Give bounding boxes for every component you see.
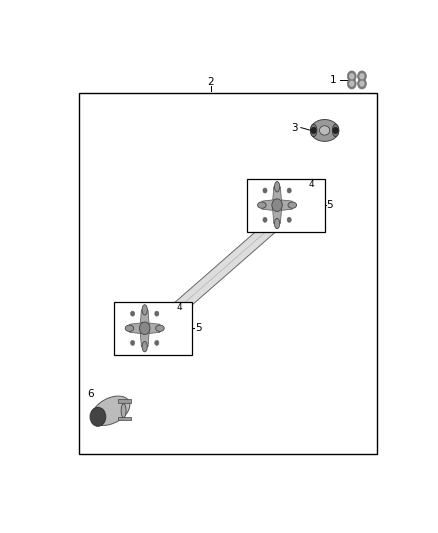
Text: 6: 6 (87, 389, 94, 399)
Circle shape (357, 78, 366, 89)
Circle shape (155, 341, 159, 345)
Text: 5: 5 (195, 323, 201, 333)
Ellipse shape (258, 202, 266, 208)
Text: 1: 1 (330, 75, 336, 85)
Ellipse shape (311, 119, 339, 141)
Circle shape (360, 74, 364, 79)
Polygon shape (289, 213, 297, 223)
Ellipse shape (319, 126, 330, 135)
Bar (247, 179, 325, 232)
Circle shape (311, 127, 316, 133)
Ellipse shape (90, 407, 106, 426)
Circle shape (333, 127, 338, 133)
Circle shape (151, 324, 159, 333)
Polygon shape (157, 329, 166, 339)
Ellipse shape (311, 124, 317, 136)
Ellipse shape (275, 219, 280, 229)
Ellipse shape (288, 202, 297, 208)
Circle shape (131, 341, 135, 345)
Bar (118, 417, 131, 420)
Ellipse shape (142, 305, 147, 315)
Circle shape (131, 311, 135, 316)
Polygon shape (150, 314, 158, 324)
Circle shape (263, 188, 267, 193)
Circle shape (360, 81, 364, 86)
Circle shape (347, 78, 356, 89)
Text: 5: 5 (326, 200, 333, 210)
Bar (78, 93, 377, 454)
Bar (114, 302, 192, 356)
Circle shape (350, 81, 354, 86)
Polygon shape (262, 199, 277, 211)
Polygon shape (282, 198, 290, 208)
Circle shape (287, 188, 291, 193)
Circle shape (347, 71, 356, 82)
Circle shape (350, 74, 354, 79)
Text: 4: 4 (177, 303, 182, 312)
Ellipse shape (125, 325, 134, 332)
Circle shape (357, 71, 366, 82)
Ellipse shape (332, 124, 339, 136)
Polygon shape (145, 322, 160, 334)
Polygon shape (140, 328, 149, 346)
Polygon shape (130, 322, 145, 334)
Text: 4: 4 (308, 180, 314, 189)
Circle shape (263, 217, 267, 222)
Bar (118, 399, 131, 402)
Circle shape (139, 322, 150, 335)
Polygon shape (140, 310, 149, 328)
Text: 2: 2 (208, 77, 214, 87)
Polygon shape (272, 205, 282, 223)
Circle shape (155, 311, 159, 316)
Circle shape (289, 204, 296, 213)
Polygon shape (150, 204, 297, 333)
Text: 3: 3 (291, 123, 297, 133)
Ellipse shape (155, 325, 164, 332)
Circle shape (287, 217, 291, 222)
Polygon shape (277, 199, 292, 211)
Ellipse shape (92, 396, 130, 425)
Polygon shape (272, 187, 282, 205)
Ellipse shape (275, 182, 280, 192)
Ellipse shape (121, 404, 126, 418)
Ellipse shape (142, 342, 147, 352)
Circle shape (272, 199, 283, 212)
